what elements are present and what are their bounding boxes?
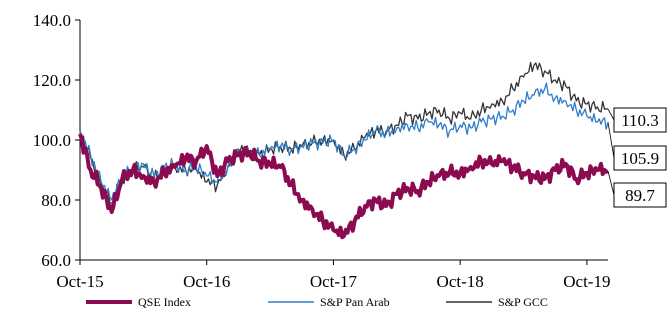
end-label-text: 110.3 [621, 111, 659, 130]
end-label-leader [607, 122, 615, 159]
y-tick-label: 100.0 [33, 131, 71, 150]
y-tick-label: 140.0 [33, 11, 71, 30]
legend: QSE Index S&P Pan Arab S&P GCC [86, 295, 548, 309]
x-tick-label: Oct-16 [183, 272, 230, 291]
x-axis-ticks: Oct-15 Oct-16 Oct-17 Oct-18 Oct-19 [56, 260, 610, 291]
x-tick-label: Oct-15 [56, 272, 103, 291]
end-label-leader [607, 170, 615, 196]
end-label-leader [607, 108, 615, 121]
x-tick-label: Oct-19 [563, 272, 610, 291]
y-tick-label: 80.0 [41, 191, 71, 210]
end-label-text: 89.7 [625, 186, 655, 205]
legend-label: S&P Pan Arab [320, 295, 390, 309]
end-label-box [613, 107, 667, 133]
y-tick-label: 60.0 [41, 251, 71, 270]
end-label-box [613, 145, 667, 171]
end-value-labels: 110.3 105.9 89.7 [607, 107, 667, 208]
series-lines [78, 61, 609, 240]
end-label-text: 105.9 [621, 149, 659, 168]
series-line-0 [78, 133, 609, 240]
end-label-box [613, 182, 667, 208]
legend-label: S&P GCC [498, 295, 548, 309]
chart-axes [79, 20, 608, 261]
x-tick-label: Oct-17 [310, 272, 358, 291]
y-axis-ticks: 60.0 80.0 100.0 120.0 140.0 [33, 11, 80, 270]
legend-label: QSE Index [138, 295, 191, 309]
x-tick-label: Oct-18 [437, 272, 484, 291]
y-tick-label: 120.0 [33, 71, 71, 90]
